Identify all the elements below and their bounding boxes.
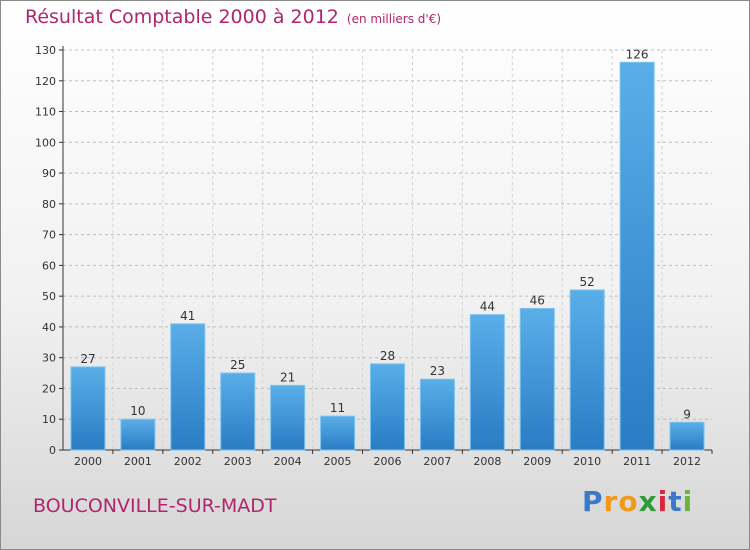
x-tick-label-2010: 2010 [573,455,601,468]
x-tick-label-2011: 2011 [623,455,651,468]
x-tick-label-2000: 2000 [74,455,102,468]
bar-2000 [70,366,106,451]
logo-letter: i [682,485,694,518]
data-label-2000: 27 [80,352,95,366]
proxiti-logo: Proxiti [582,485,693,518]
y-tick-label: 70 [42,229,56,242]
data-label-2009: 46 [530,293,545,307]
data-label-2001: 10 [130,404,145,418]
y-tick-label: 100 [35,136,56,149]
bar-2012 [669,421,705,451]
y-tick-label: 110 [35,106,56,119]
data-label-2004: 21 [280,370,295,384]
bar-2005 [320,415,356,451]
town-name: BOUCONVILLE-SUR-MADT [33,495,277,517]
chart-title-text: Résultat Comptable 2000 à 2012 [25,6,339,28]
data-label-2011: 126 [626,47,649,61]
y-tick-label: 130 [35,44,56,57]
x-tick-label-2008: 2008 [473,455,501,468]
y-tick-label: 20 [42,382,56,395]
y-tick-label: 50 [42,290,56,303]
x-tick-label-2003: 2003 [224,455,252,468]
x-tick-label-2001: 2001 [124,455,152,468]
bar-2007 [419,378,455,451]
y-tick-label: 10 [42,413,56,426]
bars [70,61,705,451]
y-tick-label: 40 [42,321,56,334]
bar-2003 [220,372,256,451]
bar-2006 [370,363,405,451]
y-tick-label: 0 [49,444,56,457]
data-label-2008: 44 [480,300,495,314]
chart-title: Résultat Comptable 2000 à 2012 (en millie… [25,6,441,28]
axes: 0 10 20 30 40 50 60 70 80 90 100 110 120 130 2000 2001 2… [35,44,713,468]
logo-letter: x [638,485,658,518]
y-tick-label: 30 [42,352,56,365]
x-tick-label-2006: 2006 [374,455,402,468]
bar-2008 [469,314,505,451]
data-label-2005: 11 [330,401,345,415]
bar-2011 [619,61,655,451]
y-tick-label: 120 [35,75,56,88]
bar-2010 [569,289,605,451]
bar-2004 [270,384,306,451]
data-label-2012: 9 [683,407,691,421]
logo-letter: o [618,485,639,518]
y-tick-label: 90 [42,167,56,180]
x-tick-label-2004: 2004 [274,455,302,468]
y-tick-label: 60 [42,259,56,272]
data-label-2003: 25 [230,358,245,372]
data-label-2007: 23 [430,364,445,378]
bar-2002 [170,323,206,451]
x-tick-label-2009: 2009 [523,455,551,468]
y-tick-label: 80 [42,198,56,211]
bar-2009 [519,307,555,451]
x-tick-label-2012: 2012 [673,455,701,468]
logo-letter: P [582,485,604,518]
data-label-2002: 41 [180,309,195,323]
logo-letter: r [603,485,619,518]
data-label-2010: 52 [580,275,595,289]
logo-letter: i [657,485,669,518]
data-label-2006: 28 [380,349,395,363]
chart-subtitle: (en milliers d'€) [346,12,442,26]
bar-2001 [120,418,156,451]
x-tick-label-2007: 2007 [423,455,451,468]
logo-letter: t [668,485,683,518]
data-labels: 27 10 41 25 21 11 28 23 44 46 52 126 9 [80,47,691,421]
x-tick-label-2005: 2005 [324,455,352,468]
x-tick-label-2002: 2002 [174,455,202,468]
